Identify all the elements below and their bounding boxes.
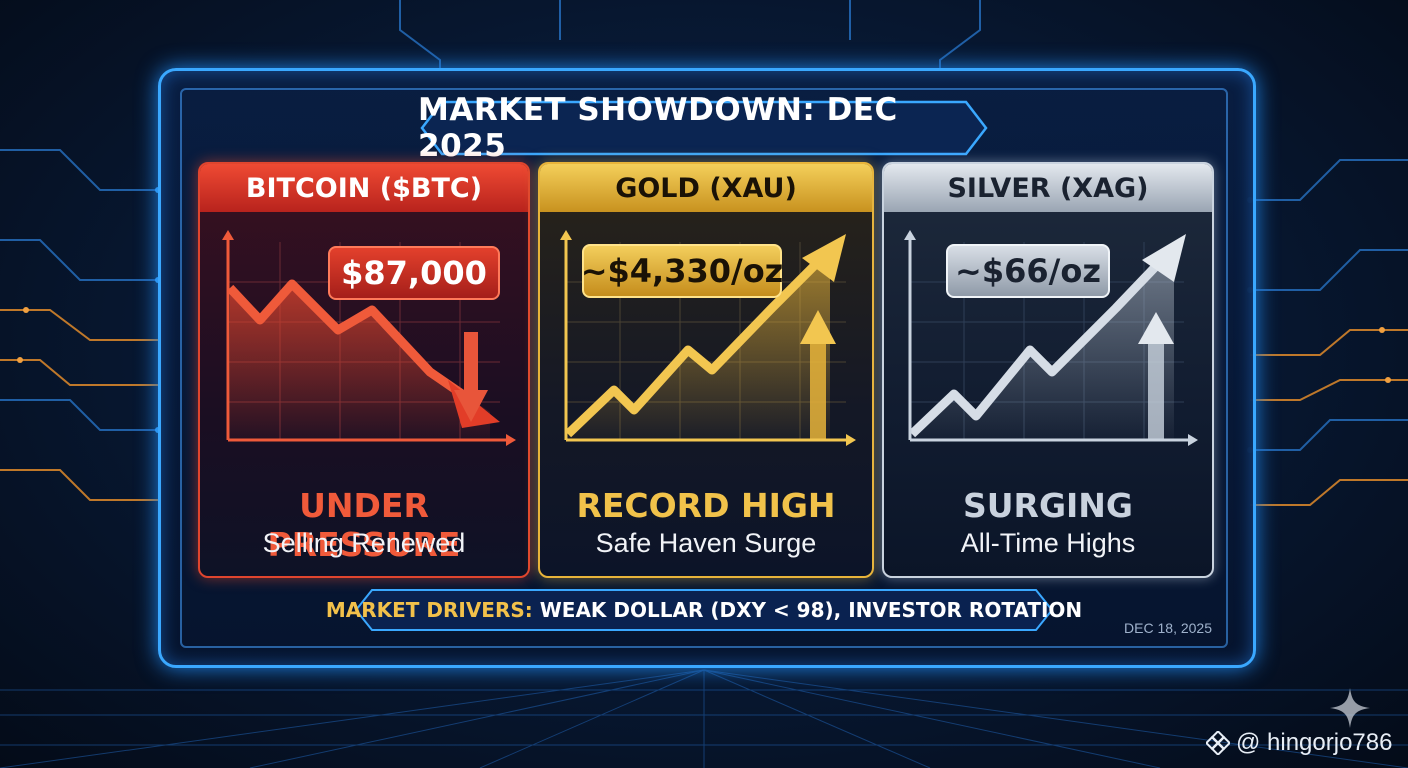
market-drivers-banner: MARKET DRIVERS: WEAK DOLLAR (DXY < 98), …	[326, 586, 1082, 634]
bitcoin-panel-header: BITCOIN ($BTC)	[200, 164, 528, 212]
watermark-handle: @ hingorjo786	[1236, 729, 1393, 756]
silver-panel: SILVER (XAG) ~$66/oz SURGING All-Time Hi	[882, 162, 1214, 578]
drivers-banner-shape	[354, 589, 1054, 631]
inner-frame	[180, 88, 1228, 648]
gold-price-badge: ~$4,330/oz	[581, 244, 783, 298]
drivers-label: MARKET DRIVERS:	[325, 598, 533, 622]
watermark: @ hingorjo786	[1206, 728, 1392, 758]
drivers-value: WEAK DOLLAR (DXY < 98), INVESTOR ROTATIO…	[539, 598, 1083, 622]
bitcoin-subtitle: Selling Renewed	[262, 528, 466, 558]
bitcoin-panel: BITCOIN ($BTC) $87,000 UNDER PRESSURE Se	[198, 162, 530, 578]
bitcoin-chart	[222, 230, 516, 446]
gold-panel-header: GOLD (XAU)	[540, 164, 872, 212]
sparkle-icon	[1330, 688, 1370, 728]
silver-subtitle: All-Time Highs	[960, 528, 1136, 558]
silver-status: SURGING	[962, 486, 1134, 525]
silver-chart	[904, 230, 1198, 446]
binance-diamond-icon	[1206, 731, 1230, 755]
page-title: MARKET SHOWDOWN: DEC 2025	[418, 92, 898, 164]
page-title-banner: MARKET SHOWDOWN: DEC 2025	[418, 92, 990, 164]
gold-panel: GOLD (XAU) ~$4,330/oz RECORD HIGH Safe H	[538, 162, 874, 578]
bitcoin-status: UNDER PRESSURE	[267, 486, 461, 564]
silver-price-badge: ~$66/oz	[946, 244, 1110, 298]
silver-panel-header: SILVER (XAG)	[884, 164, 1212, 212]
gold-chart	[560, 230, 856, 446]
market-drivers-text: MARKET DRIVERS: WEAK DOLLAR (DXY < 98), …	[326, 586, 1082, 634]
bitcoin-price-badge: $87,000	[328, 246, 500, 300]
title-banner-shape	[420, 100, 988, 156]
date-stamp: DEC 18, 2025	[1124, 620, 1212, 636]
gold-status: RECORD HIGH	[576, 486, 836, 525]
gold-subtitle: Safe Haven Surge	[595, 528, 817, 558]
